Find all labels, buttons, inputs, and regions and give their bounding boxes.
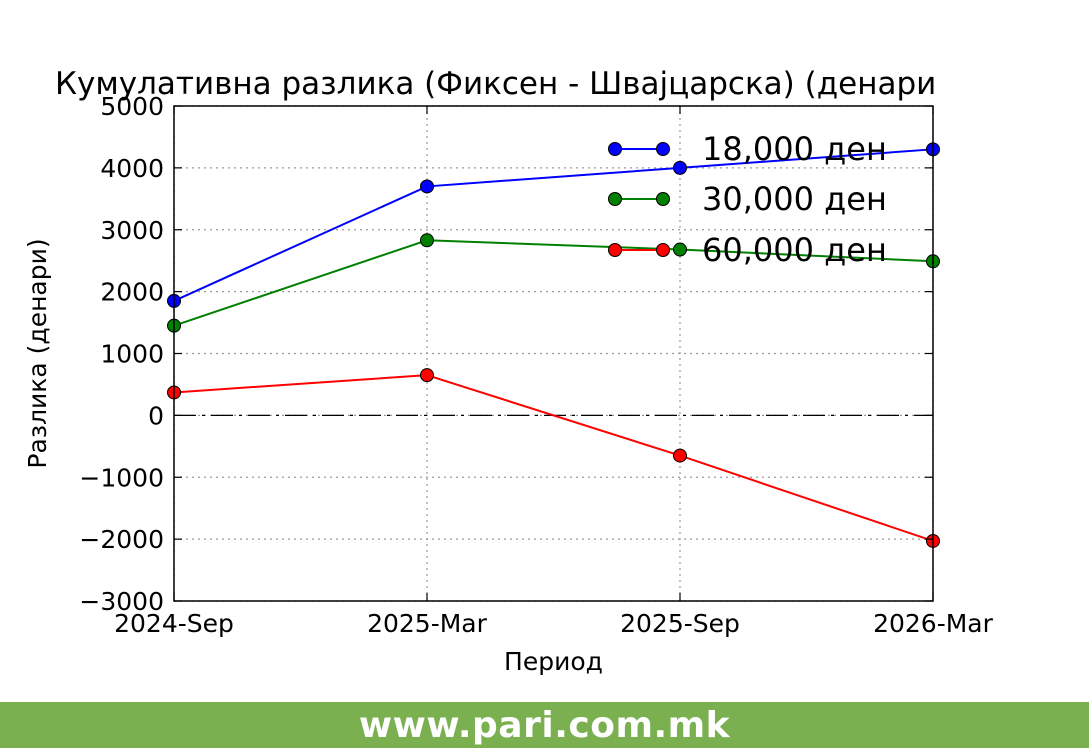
footer-banner: www.pari.com.mk: [0, 702, 1089, 748]
legend-label: 18,000 ден: [702, 130, 887, 168]
legend-marker: [656, 192, 670, 206]
y-tick-label: −2000: [79, 525, 164, 554]
legend-marker: [608, 142, 622, 156]
tick-marks: [173, 105, 934, 602]
data-point: [420, 179, 434, 194]
y-tick-label: 4000: [100, 154, 164, 183]
y-tick-label: 5000: [100, 92, 164, 121]
y-tick-labels: 5000 4000 3000 2000 1000 0 −1000 −2000 −3000: [79, 92, 164, 616]
legend-label: 60,000 ден: [702, 231, 887, 269]
y-tick-label: 3000: [100, 216, 164, 245]
data-point: [420, 233, 434, 248]
legend-item-2: 30,000 ден: [608, 180, 887, 218]
y-tick-label: 2000: [100, 278, 164, 307]
legend-item-1: 18,000 ден: [608, 130, 887, 168]
data-point: [673, 160, 687, 175]
y-tick-label: 1000: [100, 340, 164, 369]
series-line: [173, 239, 934, 327]
series-1: [167, 142, 940, 308]
x-tick-label: 2024-Sep: [114, 609, 234, 638]
legend-label: 30,000 ден: [702, 180, 887, 218]
legend-marker: [656, 142, 670, 156]
x-tick-label: 2026-Mar: [873, 609, 994, 638]
series-line: [173, 148, 934, 302]
chart-title: Кумулативна разлика (Фиксен - Швајцарска…: [55, 66, 936, 102]
legend: 18,000 ден 30,000 ден 60,000 ден: [608, 130, 887, 269]
series-layer: [167, 142, 940, 548]
y-tick-label: −3000: [79, 587, 164, 616]
website-url[interactable]: www.pari.com.mk: [358, 704, 731, 746]
legend-marker: [656, 243, 670, 257]
y-tick-label: 0: [148, 401, 164, 430]
x-tick-label: 2025-Mar: [367, 609, 488, 638]
data-point: [673, 242, 687, 257]
series-2: [167, 233, 940, 333]
legend-item-3: 60,000 ден: [608, 231, 887, 269]
series-3: [167, 368, 940, 548]
y-tick-label: −1000: [79, 463, 164, 492]
data-point: [420, 368, 434, 383]
legend-marker: [608, 192, 622, 206]
series-line: [173, 374, 934, 542]
y-axis-label: Разлика (денари): [23, 238, 52, 468]
x-tick-labels: 2024-Sep 2025-Mar 2025-Sep 2026-Mar: [114, 609, 994, 638]
data-point: [673, 448, 687, 463]
x-axis-label: Период: [504, 647, 603, 676]
x-tick-label: 2025-Sep: [620, 609, 740, 638]
legend-marker: [608, 243, 622, 257]
